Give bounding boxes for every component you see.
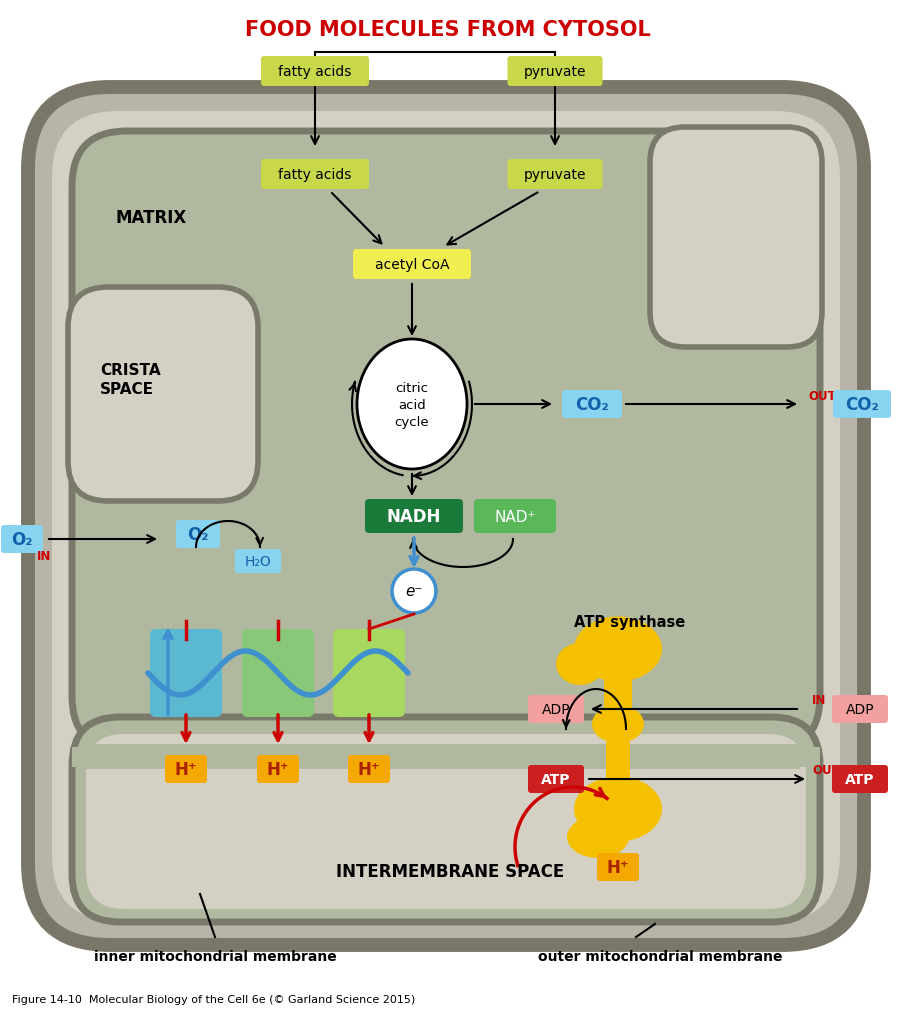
Text: inner mitochondrial membrane: inner mitochondrial membrane [94, 949, 336, 963]
Text: H₂O: H₂O [245, 554, 271, 568]
FancyBboxPatch shape [86, 734, 806, 909]
Ellipse shape [574, 617, 662, 681]
FancyBboxPatch shape [257, 755, 299, 784]
FancyBboxPatch shape [832, 696, 888, 723]
Ellipse shape [567, 816, 629, 858]
FancyBboxPatch shape [165, 755, 207, 784]
FancyBboxPatch shape [72, 717, 820, 922]
Text: fatty acids: fatty acids [278, 65, 351, 79]
FancyBboxPatch shape [562, 390, 622, 419]
Text: MATRIX: MATRIX [115, 209, 187, 226]
FancyBboxPatch shape [242, 630, 314, 717]
FancyBboxPatch shape [52, 112, 840, 921]
FancyBboxPatch shape [790, 747, 820, 767]
Text: fatty acids: fatty acids [278, 168, 351, 182]
FancyBboxPatch shape [528, 696, 584, 723]
FancyBboxPatch shape [528, 765, 584, 794]
Text: H⁺: H⁺ [358, 760, 380, 778]
Text: pyruvate: pyruvate [523, 65, 587, 79]
FancyBboxPatch shape [235, 549, 281, 573]
FancyBboxPatch shape [176, 521, 220, 548]
Text: ATP synthase: ATP synthase [574, 614, 686, 629]
Text: CO₂: CO₂ [575, 395, 609, 413]
FancyBboxPatch shape [150, 630, 222, 717]
FancyBboxPatch shape [72, 131, 820, 751]
Text: pyruvate: pyruvate [523, 168, 587, 182]
Text: H⁺: H⁺ [175, 760, 197, 778]
FancyBboxPatch shape [333, 630, 405, 717]
Text: acetyl CoA: acetyl CoA [375, 258, 450, 272]
Text: NAD⁺: NAD⁺ [495, 509, 536, 524]
FancyBboxPatch shape [82, 744, 800, 769]
Text: ADP: ADP [846, 703, 874, 716]
Text: e⁻: e⁻ [405, 584, 423, 599]
FancyBboxPatch shape [507, 57, 603, 87]
FancyBboxPatch shape [474, 499, 556, 534]
Text: OUT: OUT [812, 762, 840, 775]
FancyBboxPatch shape [650, 127, 822, 348]
FancyBboxPatch shape [72, 747, 102, 767]
FancyBboxPatch shape [833, 390, 891, 419]
FancyBboxPatch shape [597, 853, 639, 882]
FancyBboxPatch shape [832, 765, 888, 794]
Ellipse shape [574, 776, 662, 842]
FancyBboxPatch shape [604, 671, 632, 726]
Ellipse shape [592, 706, 644, 743]
Text: H⁺: H⁺ [606, 858, 629, 877]
Text: ATP: ATP [542, 772, 570, 787]
Text: ATP: ATP [845, 772, 875, 787]
FancyBboxPatch shape [606, 737, 630, 802]
FancyBboxPatch shape [261, 57, 369, 87]
FancyBboxPatch shape [82, 301, 245, 487]
Circle shape [392, 569, 436, 614]
Ellipse shape [556, 643, 604, 685]
Text: OUT: OUT [808, 389, 836, 402]
FancyBboxPatch shape [28, 88, 864, 945]
Text: CRISTA
SPACE: CRISTA SPACE [100, 363, 160, 396]
Text: IN: IN [37, 549, 51, 562]
Text: Figure 14-10  Molecular Biology of the Cell 6e (© Garland Science 2015): Figure 14-10 Molecular Biology of the Ce… [12, 994, 415, 1004]
Text: IN: IN [812, 693, 826, 706]
Text: ADP: ADP [542, 703, 570, 716]
Ellipse shape [357, 340, 467, 469]
Text: citric
acid
cycle: citric acid cycle [395, 381, 429, 428]
FancyBboxPatch shape [348, 755, 390, 784]
Text: O₂: O₂ [187, 526, 209, 544]
Text: CO₂: CO₂ [845, 395, 878, 413]
Text: outer mitochondrial membrane: outer mitochondrial membrane [538, 949, 782, 963]
Text: O₂: O₂ [11, 531, 32, 548]
Text: INTERMEMBRANE SPACE: INTERMEMBRANE SPACE [336, 862, 564, 881]
Text: NADH: NADH [387, 508, 441, 526]
FancyBboxPatch shape [261, 160, 369, 190]
FancyBboxPatch shape [665, 142, 810, 335]
FancyBboxPatch shape [353, 250, 471, 280]
Text: FOOD MOLECULES FROM CYTOSOL: FOOD MOLECULES FROM CYTOSOL [245, 20, 651, 40]
Text: H⁺: H⁺ [267, 760, 289, 778]
FancyBboxPatch shape [1, 526, 43, 553]
FancyBboxPatch shape [68, 288, 258, 501]
FancyBboxPatch shape [365, 499, 463, 534]
FancyBboxPatch shape [507, 160, 603, 190]
